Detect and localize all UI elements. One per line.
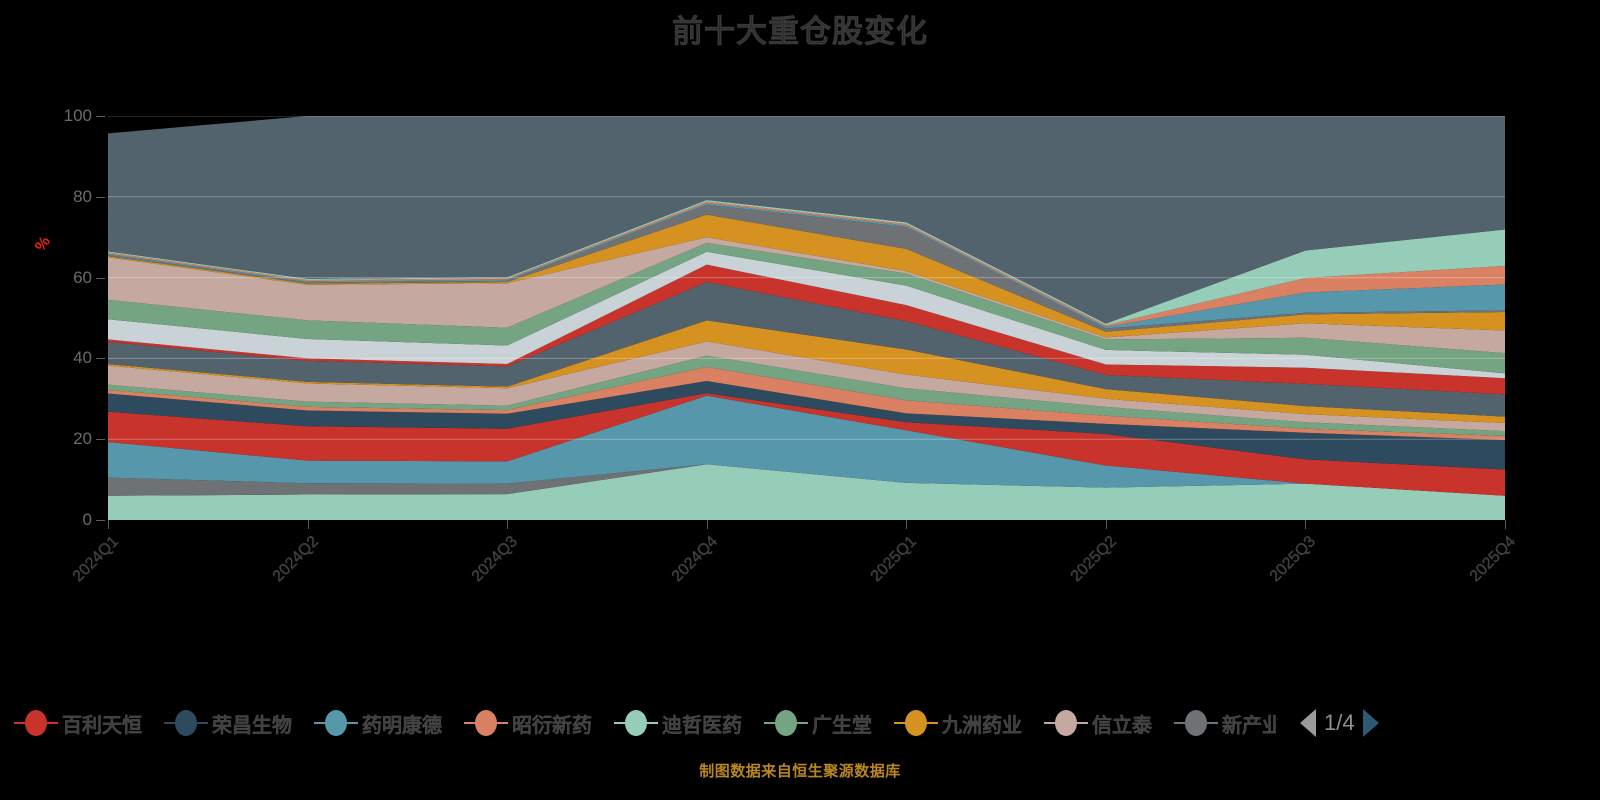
area-series-6[interactable] (108, 366, 1505, 441)
x-tick-mark (1105, 520, 1107, 529)
legend-item-6[interactable]: 广生堂 (764, 709, 872, 738)
x-tick-label: 2025Q1 (868, 533, 921, 586)
legend-dot (625, 710, 647, 736)
legend-label: 新产业 (1222, 714, 1276, 737)
legend-page-indicator: 1/4 (1324, 710, 1355, 735)
x-tick-label: 2024Q1 (69, 533, 123, 586)
area-series-2[interactable] (108, 464, 1505, 496)
area-series-16[interactable] (108, 204, 1505, 332)
y-tick-mark (96, 358, 105, 360)
source-note: 制图数据来自恒生聚源数据库 (699, 763, 901, 780)
y-tick-mark (96, 439, 105, 441)
legend-label: 广生堂 (812, 714, 872, 737)
legend-item-4[interactable]: 昭衍新药 (464, 709, 592, 738)
legend-dot (1055, 710, 1077, 736)
x-tick-mark (307, 520, 309, 529)
legend-pagination[interactable]: 1/4 (1300, 709, 1379, 737)
legend-dot (25, 710, 47, 736)
area-series-12[interactable] (108, 251, 1505, 379)
legend-item-2[interactable]: 荣昌生物 (164, 709, 292, 738)
area-series-20[interactable] (108, 116, 1505, 324)
plot-area (108, 116, 1505, 520)
y-tick-mark (96, 520, 105, 521)
legend-item-7[interactable]: 九洲药业 (894, 709, 1022, 738)
area-series-9[interactable] (108, 320, 1505, 424)
area-series-7[interactable] (108, 355, 1505, 436)
legend-label: 昭衍新药 (512, 714, 592, 737)
x-axis: 2024Q1 2024Q2 2024Q3 2024Q4 2025Q1 2025Q2 2025… (0, 520, 1600, 620)
legend-marker-icon (164, 710, 208, 736)
area-series-10[interactable] (108, 282, 1505, 417)
legend-dot (475, 710, 497, 736)
stacked-area-svg (108, 116, 1505, 520)
y-tick-mark (96, 196, 105, 198)
legend-item-3[interactable]: 药明康德 (314, 709, 442, 738)
legend-marker-icon (14, 710, 58, 736)
legend-marker-icon (314, 710, 358, 736)
legend-label: 九洲药业 (942, 714, 1022, 737)
legend-marker-icon (614, 710, 658, 736)
area-series-5[interactable] (108, 381, 1505, 470)
y-tick-label: 20 (73, 429, 92, 449)
area-series-13[interactable] (108, 242, 1505, 374)
legend-marker-icon (764, 710, 808, 736)
x-tick-label: 2024Q2 (269, 533, 322, 586)
legend-marker-icon (894, 710, 938, 736)
legend-dot (175, 710, 197, 736)
legend-dot (325, 710, 347, 736)
area-series-4[interactable] (108, 393, 1505, 496)
legend-marker-icon (1174, 710, 1218, 736)
legend-label: 荣昌生物 (212, 714, 292, 737)
x-tick-mark (507, 520, 509, 529)
y-tick-mark (96, 277, 105, 279)
legend-dot (905, 710, 927, 736)
legend-marker-icon (464, 710, 508, 736)
y-axis-unit: % (32, 233, 55, 255)
legend-dot (1185, 710, 1207, 736)
y-tick-label: 100 (63, 106, 92, 125)
area-series-3[interactable] (108, 395, 1505, 496)
legend-item-5[interactable]: 迪哲医药 (614, 709, 742, 738)
y-axis: 0 20 40 60 80 100% (0, 100, 108, 540)
area-series-8[interactable] (108, 341, 1505, 432)
x-tick-mark (1305, 520, 1307, 529)
x-tick-mark (706, 520, 708, 529)
legend-dot (775, 710, 797, 736)
legend-label: 迪哲医药 (662, 714, 742, 737)
triangle-right-icon[interactable] (1362, 709, 1379, 737)
area-series-1[interactable] (108, 464, 1505, 520)
y-tick-label: 0 (82, 510, 92, 529)
x-tick-mark (906, 520, 908, 529)
legend-item-9[interactable]: 新产业 (1174, 709, 1276, 738)
x-tick-mark (1505, 520, 1506, 529)
area-series-11[interactable] (108, 264, 1505, 395)
y-tick-label: 80 (73, 186, 92, 206)
x-tick-mark (108, 520, 109, 529)
triangle-left-icon[interactable] (1300, 709, 1316, 737)
chart-legend[interactable]: 百利天恒 荣昌生物 药明康德 昭衍新药 迪哲医药 广生堂 九洲药业 信立泰 新产业 1/4 (0, 700, 1600, 746)
x-tick-label: 2024Q3 (468, 533, 522, 586)
legend-label: 百利天恒 (62, 714, 142, 737)
area-series-14[interactable] (108, 237, 1505, 354)
legend-label: 信立泰 (1092, 714, 1152, 737)
x-tick-label: 2025Q4 (1466, 533, 1520, 586)
y-tick-label: 60 (73, 267, 92, 287)
y-tick-mark (96, 116, 105, 117)
page-title: 前十大重仓股变化 (672, 14, 928, 49)
x-tick-label: 2024Q4 (668, 533, 721, 586)
y-tick-label: 40 (73, 348, 92, 368)
x-tick-label: 2025Q2 (1067, 533, 1120, 586)
legend-marker-icon (1044, 710, 1088, 736)
legend-item-8[interactable]: 信立泰 (1044, 709, 1152, 738)
legend-item-1[interactable]: 百利天恒 (14, 709, 142, 738)
area-series-15[interactable] (108, 214, 1505, 338)
legend-label: 药明康德 (362, 714, 442, 737)
x-tick-label: 2025Q3 (1267, 533, 1320, 586)
